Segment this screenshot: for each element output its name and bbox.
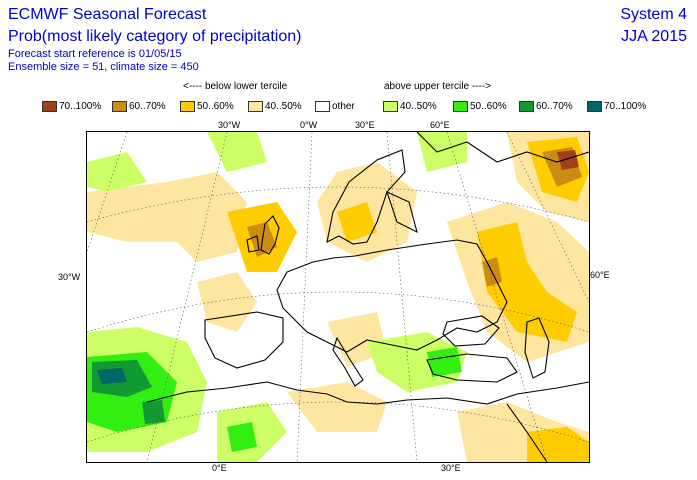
- legend-swatch: [180, 100, 195, 112]
- tick-bottom-0e: 0°E: [212, 463, 227, 473]
- tick-left-30w: 30°W: [58, 272, 81, 282]
- title: ECMWF Seasonal Forecast: [8, 6, 207, 23]
- legend-swatch: [315, 100, 330, 112]
- shade-above-40-50: [367, 332, 467, 392]
- graticule: [87, 132, 589, 462]
- legend: 70..100% 60..70% 50..60% 40..50% other 4…: [42, 99, 662, 113]
- shade-above-60-70: [142, 400, 165, 424]
- legend-swatch: [383, 100, 398, 112]
- legend-below-heading: <---- below lower tercile: [183, 81, 288, 92]
- legend-label: 60..70%: [536, 100, 573, 112]
- ensemble-size-text: Ensemble size = 51, climate size = 450: [8, 61, 199, 73]
- shade-above-70-100: [97, 368, 127, 384]
- tick-right-60e: 60°E: [590, 270, 610, 280]
- shade-below-70-100: [557, 150, 579, 170]
- legend-item-above-40-50: 40..50%: [383, 99, 437, 113]
- legend-swatch: [519, 100, 534, 112]
- season-label: JJA 2015: [621, 28, 687, 45]
- legend-item-below-50-60: 50..60%: [180, 99, 234, 113]
- legend-swatch: [42, 100, 57, 112]
- legend-item-above-60-70: 60..70%: [519, 99, 573, 113]
- subtitle: Prob(most likely category of precipitati…: [8, 28, 302, 45]
- legend-label: 70..100%: [604, 100, 647, 112]
- system-label: System 4: [620, 6, 687, 23]
- legend-label: 60..70%: [129, 100, 166, 112]
- tick-top-30e: 30°E: [355, 120, 375, 130]
- shade-below-50-60: [527, 427, 589, 462]
- tick-top-30w: 30°W: [218, 120, 241, 130]
- shade-above-40-50: [417, 132, 467, 172]
- legend-swatch: [453, 100, 468, 112]
- legend-item-above-70-100: 70..100%: [587, 99, 646, 113]
- shade-below-40-50: [87, 172, 247, 262]
- legend-swatch: [248, 100, 263, 112]
- legend-swatch: [112, 100, 127, 112]
- shade-above-40-50: [207, 132, 267, 172]
- legend-item-below-70-100: 70..100%: [42, 99, 101, 113]
- legend-item-below-60-70: 60..70%: [112, 99, 166, 113]
- shade-above-50-60: [227, 422, 257, 452]
- tick-bottom-30e: 30°E: [441, 463, 461, 473]
- legend-above-heading: above upper tercile ---->: [384, 81, 491, 92]
- coastlines: [146, 132, 589, 462]
- legend-swatch: [587, 100, 602, 112]
- forecast-start-text: Forecast start reference is 01/05/15: [8, 48, 182, 60]
- legend-label: 40..50%: [265, 100, 302, 112]
- shade-below-40-50: [287, 382, 387, 432]
- tick-top-0w: 0°W: [300, 120, 318, 130]
- legend-item-other: other: [315, 99, 355, 113]
- shade-above-40-50: [87, 152, 147, 192]
- legend-label: 70..100%: [59, 100, 102, 112]
- shade-below-40-50: [197, 272, 257, 332]
- shade-above-50-60: [427, 347, 462, 377]
- shade-below-50-60: [337, 202, 377, 242]
- forecast-map: [86, 131, 590, 463]
- legend-item-below-40-50: 40..50%: [248, 99, 302, 113]
- map-canvas: [87, 132, 589, 462]
- tick-top-60e: 60°E: [430, 120, 450, 130]
- legend-label: 50..60%: [470, 100, 507, 112]
- legend-label: 40..50%: [400, 100, 437, 112]
- legend-label: other: [332, 100, 355, 112]
- legend-item-above-50-60: 50..60%: [453, 99, 507, 113]
- legend-label: 50..60%: [197, 100, 234, 112]
